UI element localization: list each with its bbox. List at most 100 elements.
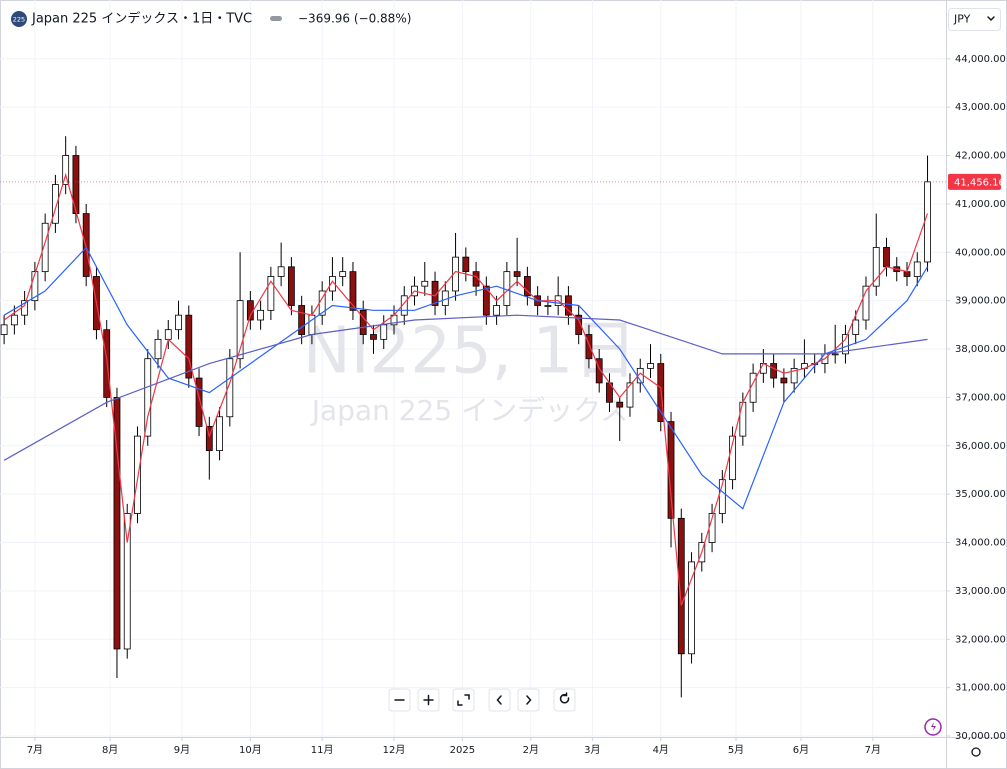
- currency-dropdown[interactable]: [948, 8, 1001, 31]
- y-tick-label: 33,000.00: [955, 586, 1006, 597]
- candle-body: [729, 435, 736, 481]
- candle-body: [298, 305, 306, 335]
- candle-body: [626, 382, 634, 408]
- y-tick-label: 32,000.00: [955, 634, 1006, 645]
- scroll-left-button[interactable]: [488, 688, 511, 712]
- candle-body: [287, 266, 295, 306]
- y-tick-label: 31,000.00: [955, 683, 1006, 694]
- market-status[interactable]: [270, 16, 282, 21]
- candle-body: [842, 334, 849, 355]
- watermark-subtitle: Japan 225 インデックス: [310, 394, 629, 427]
- y-tick-label: 38,000.00: [955, 344, 1006, 355]
- moving-average: [3, 246, 929, 510]
- icon: [931, 722, 936, 731]
- reset-scale-button[interactable]: [452, 688, 475, 712]
- candle-body: [370, 334, 377, 340]
- candle-body: [164, 329, 172, 340]
- candle-body: [257, 309, 265, 321]
- x-tick-label: 3月: [584, 744, 600, 756]
- icon: [457, 694, 470, 706]
- candle-body: [113, 397, 121, 650]
- candle-body: [462, 256, 470, 273]
- candle-body: [72, 155, 80, 214]
- x-tick-label: 12月: [383, 744, 406, 756]
- icon: [496, 695, 502, 705]
- candle-body: [472, 271, 480, 287]
- candle-body: [739, 401, 747, 437]
- icon: [559, 692, 570, 704]
- candle-body: [82, 213, 90, 277]
- toolbar: [388, 688, 576, 712]
- last-price-label: 41,456.16: [954, 177, 1005, 188]
- candle-body: [575, 314, 583, 335]
- dropdown-chevron: [987, 16, 995, 22]
- candle-body: [780, 377, 788, 384]
- y-tick-label: 40,000.00: [955, 247, 1006, 258]
- x-tick-label: 2月: [523, 744, 539, 756]
- y-tick-label: 34,000.00: [955, 538, 1006, 549]
- candle-body: [831, 353, 839, 356]
- candle-body: [175, 314, 182, 331]
- candle-body: [226, 358, 234, 418]
- candle-body: [452, 256, 459, 292]
- candle-body: [205, 426, 213, 452]
- scroll-right-button[interactable]: [517, 688, 540, 712]
- candle-body: [688, 561, 695, 655]
- y-tick-label: 44,000.00: [955, 54, 1006, 65]
- symbol-badge[interactable]: [11, 11, 27, 27]
- axes: 30,000.00 31,000.00 32,000.00 33,000.00 34,0…: [0, 54, 1006, 756]
- settings-button[interactable]: [971, 747, 981, 757]
- candle-body: [267, 276, 275, 311]
- x-tick-label: 7月: [865, 744, 881, 756]
- plot: [0, 136, 931, 698]
- candle-body: [482, 285, 490, 316]
- candle-body: [31, 271, 39, 302]
- candle-body: [52, 184, 59, 224]
- x-tick-label: 6月: [793, 744, 809, 756]
- y-tick-label: 39,000.00: [955, 296, 1006, 307]
- moving-average: [3, 314, 928, 461]
- candle-body: [493, 305, 500, 316]
- symbol-title[interactable]: Japan 225 インデックス・1日・TVC: [31, 11, 252, 27]
- candle-body: [544, 305, 552, 307]
- x-tick-label: 4月: [653, 744, 669, 756]
- candle-body: [677, 517, 685, 655]
- y-tick-label: 36,000.00: [955, 441, 1006, 452]
- x-tick-label: 7月: [27, 744, 43, 756]
- candle-body: [62, 155, 70, 185]
- x-tick-label: 2025: [450, 745, 475, 756]
- moving-average: [3, 172, 929, 606]
- candle-body: [185, 314, 193, 379]
- candle-body: [216, 416, 223, 452]
- candle-body: [595, 358, 603, 384]
- candle-body: [770, 363, 778, 379]
- badge-text: 225: [13, 16, 25, 24]
- candle-body: [0, 324, 8, 335]
- candle-body: [123, 513, 131, 650]
- candle-body: [585, 334, 593, 360]
- candle-body: [903, 271, 911, 277]
- candle-body: [616, 401, 624, 408]
- y-tick-label: 35,000.00: [955, 489, 1006, 500]
- candle-body: [852, 319, 860, 335]
- icon: [423, 694, 434, 706]
- x-tick-label: 8月: [102, 744, 118, 756]
- x-tick-label: 11月: [311, 744, 334, 756]
- x-tick-label: 5月: [728, 744, 744, 756]
- candle-body: [872, 247, 880, 287]
- candle-body: [400, 295, 408, 316]
- candle-body: [513, 271, 521, 277]
- y-tick-label: 37,000.00: [955, 392, 1006, 403]
- candle-body: [349, 271, 357, 311]
- candle-body: [913, 261, 921, 277]
- candle-body: [277, 266, 285, 277]
- candle-body: [41, 222, 49, 273]
- candle-body: [421, 280, 429, 287]
- candle-body: [359, 309, 367, 335]
- candle-body: [924, 181, 931, 263]
- candle-body: [10, 314, 18, 326]
- candle-body: [339, 271, 347, 277]
- reset-button[interactable]: [553, 688, 576, 712]
- x-tick-label: 10月: [239, 744, 262, 756]
